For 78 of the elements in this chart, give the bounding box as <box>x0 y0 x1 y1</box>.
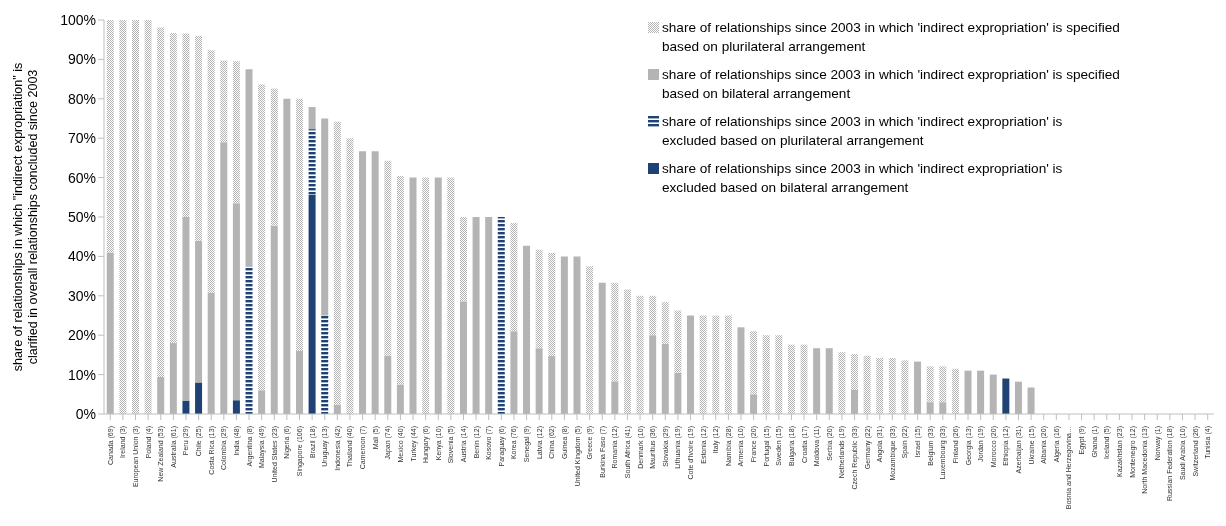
bar <box>750 331 758 395</box>
bar <box>939 366 947 403</box>
bar <box>232 400 240 414</box>
bar <box>195 35 203 241</box>
bar <box>459 217 467 302</box>
bar <box>850 354 858 390</box>
bar <box>220 60 228 143</box>
bar <box>762 335 770 414</box>
bar <box>951 368 959 414</box>
bar <box>182 33 190 217</box>
bar <box>207 50 215 293</box>
legend-label: share of relationships since 2003 in which 'indirect expropriation' is specified based on bilateral arrangement <box>662 66 1120 103</box>
bar <box>586 266 594 414</box>
bar <box>308 194 316 414</box>
y-tick-label: 30% <box>67 287 96 304</box>
y-axis-title: share of relationships in which "indirect expropriation" is clarified in overall relationships concluded since 2003 <box>11 62 40 372</box>
bar <box>876 358 884 414</box>
bar <box>346 138 354 414</box>
bar <box>699 315 707 414</box>
bar <box>636 295 644 414</box>
bar <box>901 360 909 414</box>
legend-label: share of relationships since 2003 in which 'indirect expropriation' is specified based on plurilateral arrangement <box>662 19 1120 56</box>
bar <box>888 358 896 414</box>
bar <box>195 240 203 383</box>
y-tick-label: 10% <box>67 366 96 383</box>
bar <box>132 20 139 414</box>
bar <box>169 33 177 344</box>
bar <box>724 315 732 414</box>
bar <box>510 222 518 332</box>
bar <box>863 355 871 414</box>
bar <box>548 252 556 357</box>
bar <box>245 69 253 267</box>
y-tick-label: 0% <box>75 405 96 422</box>
legend-label: share of relationships since 2003 in which 'indirect expropriation' is excluded based on plurilateral arrangement <box>662 113 1064 150</box>
y-tick-label: 20% <box>67 327 96 344</box>
y-tick-label: 70% <box>67 130 96 147</box>
bar <box>535 249 543 349</box>
bar <box>232 203 240 401</box>
bar <box>321 315 329 414</box>
bar <box>333 121 341 405</box>
bar <box>321 118 329 316</box>
bar <box>270 88 278 226</box>
bar <box>800 344 808 414</box>
y-tick-label: 80% <box>67 90 96 107</box>
bar <box>1002 378 1010 414</box>
bar <box>232 61 240 204</box>
bar <box>926 366 934 403</box>
y-tick-label: 100% <box>60 11 96 28</box>
bar <box>712 315 720 414</box>
bar <box>308 107 316 130</box>
bar <box>295 98 303 351</box>
bar <box>447 177 455 414</box>
bar <box>674 310 682 373</box>
y-tick-label: 40% <box>67 248 96 265</box>
bar <box>649 295 657 336</box>
bar <box>775 335 783 414</box>
legend-label: share of relationships since 2003 in which 'indirect expropriation' is excluded based on bilateral arrangement <box>662 160 1064 197</box>
bar <box>119 20 127 414</box>
bar <box>245 266 253 414</box>
bar <box>258 84 266 391</box>
bar <box>144 20 152 414</box>
bar <box>661 302 669 344</box>
bar <box>308 129 316 195</box>
bar <box>106 20 114 253</box>
bar <box>787 344 795 414</box>
bar <box>497 217 505 414</box>
bar <box>384 160 392 356</box>
y-tick-label: 90% <box>67 51 96 68</box>
y-tick-label: 60% <box>67 169 96 186</box>
bar <box>611 282 619 382</box>
bar <box>182 217 190 401</box>
y-tick-label: 50% <box>67 208 96 225</box>
bar <box>157 27 165 377</box>
bar <box>396 176 404 385</box>
bar <box>838 352 846 414</box>
bar <box>195 382 203 414</box>
bar <box>422 177 430 414</box>
bar <box>623 289 631 414</box>
